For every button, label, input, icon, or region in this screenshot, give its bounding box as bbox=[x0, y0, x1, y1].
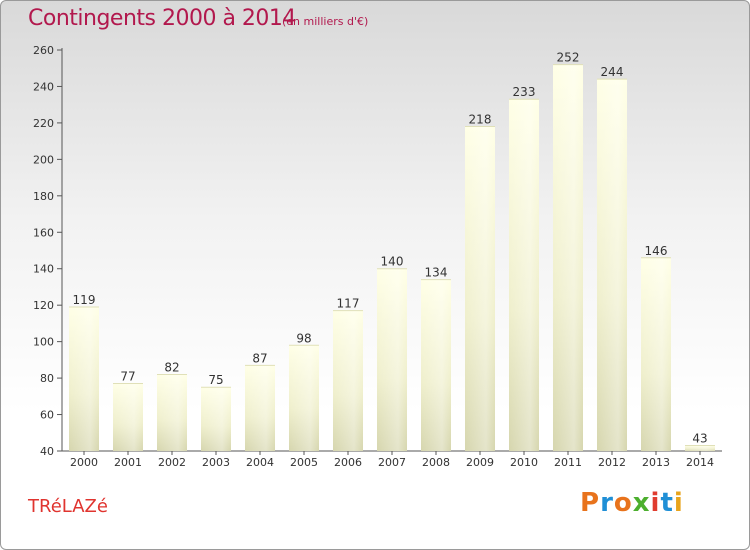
data-label-2010: 233 bbox=[513, 85, 536, 99]
bar-shine-2006 bbox=[333, 310, 363, 451]
bar-shine-2011 bbox=[553, 64, 583, 451]
bar-shine-2003 bbox=[201, 387, 231, 451]
data-label-2011: 252 bbox=[557, 51, 580, 65]
logo-letter: x bbox=[632, 488, 651, 518]
x-tick-label: 2008 bbox=[422, 456, 450, 469]
y-tick-label: 200 bbox=[33, 153, 54, 166]
x-tick-label: 2009 bbox=[466, 456, 494, 469]
data-label-2009: 218 bbox=[469, 113, 492, 127]
y-tick-label: 240 bbox=[33, 80, 54, 93]
data-label-2007: 140 bbox=[381, 255, 404, 269]
x-tick-label: 2003 bbox=[202, 456, 230, 469]
chart-title: Contingents 2000 à 2014 bbox=[28, 6, 296, 31]
data-label-2012: 244 bbox=[601, 65, 624, 79]
x-tick-label: 2011 bbox=[554, 456, 582, 469]
bar-shine-2000 bbox=[69, 307, 99, 451]
logo-letter: r bbox=[600, 488, 614, 518]
chart-y-ticks: 40 60 80 100 120 140 160 180 200 220 240 260 bbox=[33, 44, 62, 458]
data-label-2004: 87 bbox=[252, 351, 267, 365]
y-tick-label: 40 bbox=[40, 445, 54, 458]
bar-shine-2005 bbox=[289, 345, 319, 451]
bar-shine-2009 bbox=[465, 126, 495, 452]
x-tick-label: 2002 bbox=[158, 456, 186, 469]
bar-shine-2013 bbox=[641, 257, 671, 451]
y-tick-label: 120 bbox=[33, 299, 54, 312]
bar-shine-2001 bbox=[113, 383, 143, 451]
x-tick-label: 2005 bbox=[290, 456, 318, 469]
data-label-2013: 146 bbox=[645, 244, 668, 258]
data-label-2006: 117 bbox=[337, 297, 360, 311]
x-tick-label: 2012 bbox=[598, 456, 626, 469]
bar-shine-2007 bbox=[377, 268, 407, 451]
data-label-2005: 98 bbox=[296, 331, 311, 345]
bar-shine-2004 bbox=[245, 365, 275, 451]
bar-shine-2010 bbox=[509, 99, 539, 452]
bar-shine-2002 bbox=[157, 374, 187, 451]
x-tick-label: 2006 bbox=[334, 456, 362, 469]
y-tick-label: 260 bbox=[33, 44, 54, 57]
logo-letter: t bbox=[660, 488, 674, 518]
data-label-2000: 119 bbox=[73, 293, 96, 307]
y-tick-label: 180 bbox=[33, 190, 54, 203]
y-tick-label: 160 bbox=[33, 226, 54, 239]
x-tick-label: 2010 bbox=[510, 456, 538, 469]
y-tick-label: 60 bbox=[40, 409, 54, 422]
x-tick-label: 2001 bbox=[114, 456, 142, 469]
x-tick-label: 2013 bbox=[642, 456, 670, 469]
data-label-2001: 77 bbox=[120, 370, 135, 384]
city-name: TRéLAZé bbox=[28, 496, 108, 517]
logo-letter: P bbox=[580, 488, 601, 518]
data-label-2008: 134 bbox=[425, 266, 448, 280]
chart-subtitle: (en milliers d'€) bbox=[282, 15, 369, 28]
logo-letter: i bbox=[650, 488, 661, 518]
data-label-2014: 43 bbox=[692, 432, 707, 446]
x-tick-label: 2007 bbox=[378, 456, 406, 469]
data-label-2002: 82 bbox=[164, 360, 179, 374]
chart-data-labels: 119 77 82 75 87 98 117 140 134 218 233 252 244 146 43 bbox=[73, 51, 708, 446]
x-tick-label: 2004 bbox=[246, 456, 274, 469]
bar-shine-2014 bbox=[685, 445, 715, 451]
chart-x-ticks: 2000 2001 2002 2003 2004 2005 2006 2007 2008 2009… bbox=[70, 451, 714, 469]
logo-letter: o bbox=[613, 488, 633, 518]
bar-shine-2012 bbox=[597, 79, 627, 451]
y-tick-label: 220 bbox=[33, 117, 54, 130]
x-tick-label: 2014 bbox=[686, 456, 714, 469]
chart-bars bbox=[69, 64, 715, 452]
data-label-2003: 75 bbox=[208, 373, 223, 387]
y-tick-label: 140 bbox=[33, 263, 54, 276]
proxiti-logo[interactable]: Proxiti bbox=[580, 488, 684, 518]
logo-letter: i bbox=[673, 488, 684, 518]
x-tick-label: 2000 bbox=[70, 456, 98, 469]
y-tick-label: 100 bbox=[33, 336, 54, 349]
bar-shine-2008 bbox=[421, 279, 451, 451]
y-tick-label: 80 bbox=[40, 372, 54, 385]
